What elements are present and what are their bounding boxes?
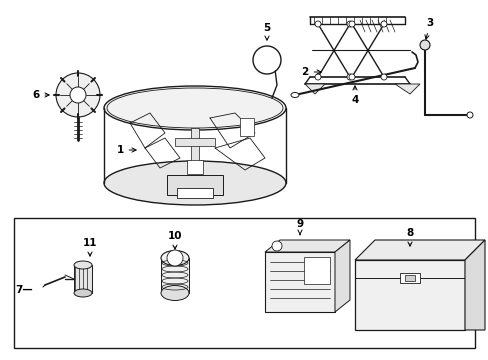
- Circle shape: [346, 74, 352, 80]
- Polygon shape: [334, 240, 349, 312]
- Text: 8: 8: [406, 228, 413, 246]
- Text: 2: 2: [301, 67, 321, 77]
- Circle shape: [314, 21, 320, 27]
- Bar: [191, 128, 199, 168]
- Ellipse shape: [161, 285, 189, 301]
- Circle shape: [380, 21, 386, 27]
- Bar: [167, 175, 223, 195]
- Text: 7—: 7—: [15, 285, 33, 295]
- Bar: [161, 258, 189, 293]
- Text: 10: 10: [167, 231, 182, 249]
- Ellipse shape: [104, 86, 285, 130]
- Polygon shape: [305, 84, 325, 94]
- Circle shape: [314, 74, 320, 80]
- Circle shape: [419, 40, 429, 50]
- Text: 11: 11: [82, 238, 97, 256]
- Text: 1: 1: [116, 145, 136, 155]
- Polygon shape: [464, 240, 484, 330]
- Circle shape: [346, 21, 352, 27]
- Bar: [74, 265, 92, 293]
- Text: 3: 3: [424, 18, 433, 39]
- Text: 4: 4: [350, 86, 358, 105]
- Text: 9: 9: [296, 219, 303, 235]
- Polygon shape: [394, 84, 419, 94]
- Circle shape: [348, 21, 354, 27]
- Polygon shape: [354, 240, 484, 260]
- Ellipse shape: [420, 45, 428, 49]
- Ellipse shape: [104, 161, 285, 205]
- Bar: [177, 188, 213, 198]
- Bar: [14, 218, 474, 348]
- Circle shape: [348, 74, 354, 80]
- Bar: [303, 257, 329, 284]
- Text: 5: 5: [263, 23, 270, 40]
- Circle shape: [271, 241, 282, 251]
- Circle shape: [56, 73, 100, 117]
- Bar: [264, 252, 334, 312]
- Circle shape: [380, 74, 386, 80]
- Circle shape: [167, 250, 183, 266]
- Bar: [186, 160, 203, 174]
- Polygon shape: [264, 240, 349, 252]
- Text: 6: 6: [32, 90, 49, 100]
- Bar: [354, 260, 464, 330]
- Circle shape: [466, 112, 472, 118]
- Ellipse shape: [290, 93, 298, 98]
- Ellipse shape: [161, 251, 189, 266]
- Bar: [175, 138, 215, 146]
- Circle shape: [70, 87, 86, 103]
- Bar: [404, 275, 414, 281]
- Bar: [399, 273, 419, 283]
- Ellipse shape: [74, 261, 92, 269]
- Bar: [240, 118, 253, 136]
- Ellipse shape: [74, 289, 92, 297]
